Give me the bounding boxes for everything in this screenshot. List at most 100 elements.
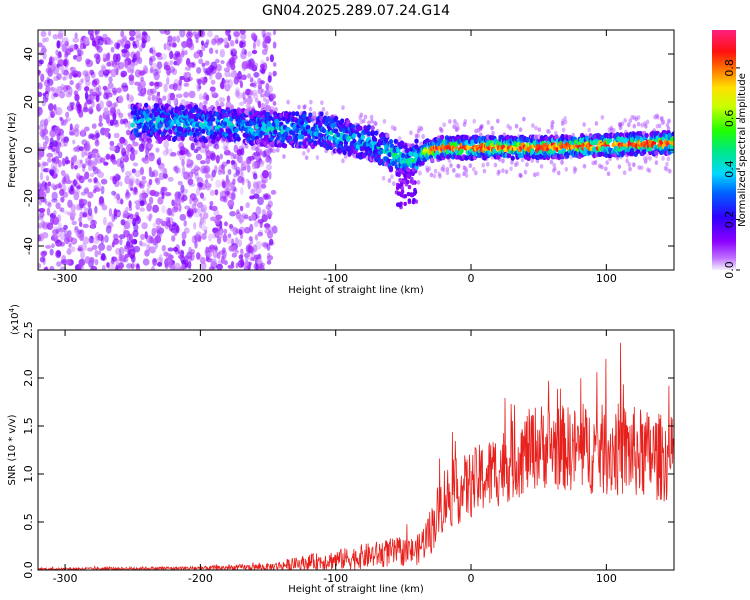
heatmap-cell xyxy=(61,37,69,44)
heatmap-cell xyxy=(196,207,203,213)
heatmap-cell xyxy=(205,67,213,76)
heatmap-cell xyxy=(449,163,453,168)
snr-multiplier-label: (x104) xyxy=(8,304,21,335)
heatmap-cell xyxy=(63,118,69,124)
heatmap-cell xyxy=(65,47,70,54)
heatmap-cell xyxy=(256,180,262,188)
heatmap-cell xyxy=(57,52,63,59)
heatmap-cell xyxy=(93,85,98,94)
heatmap-cell xyxy=(186,152,192,158)
heatmap-cell xyxy=(74,32,78,39)
heatmap-cell xyxy=(227,233,232,238)
heatmap-cell xyxy=(84,79,91,87)
heatmap-cell xyxy=(639,165,644,171)
heatmap-cell xyxy=(156,94,160,100)
heatmap-cell xyxy=(87,178,93,183)
heatmap-cell xyxy=(510,159,514,165)
heatmap-cell xyxy=(69,80,74,86)
heatmap-cell xyxy=(388,139,394,145)
x-tick-label: -100 xyxy=(323,272,348,285)
heatmap-cell xyxy=(74,188,80,196)
heatmap-cell xyxy=(118,246,125,256)
heatmap-cell xyxy=(247,180,251,190)
heatmap-cell xyxy=(191,235,197,244)
heatmap-cell xyxy=(248,236,253,242)
heatmap-cell xyxy=(49,169,55,175)
heatmap-cell xyxy=(627,162,632,167)
heatmap-cell xyxy=(273,30,277,36)
heatmap-cell xyxy=(40,30,47,38)
heatmap-cell xyxy=(374,130,379,136)
heatmap-cell xyxy=(59,241,65,247)
heatmap-cell xyxy=(95,95,99,101)
heatmap-cell xyxy=(149,81,155,87)
heatmap-cell xyxy=(51,191,58,201)
heatmap-cell xyxy=(372,120,377,126)
heatmap-cell xyxy=(167,176,174,182)
heatmap-cell xyxy=(433,168,438,174)
heatmap-cell xyxy=(57,151,63,159)
heatmap-cell xyxy=(183,91,189,98)
heatmap-cell xyxy=(531,123,535,128)
heatmap-cell xyxy=(209,86,216,92)
heatmap-cell xyxy=(91,100,95,108)
heatmap-cell xyxy=(547,129,551,135)
heatmap-cell xyxy=(51,62,57,69)
heatmap-cell xyxy=(255,240,262,250)
heatmap-cell xyxy=(211,38,217,45)
heatmap-cell xyxy=(208,47,214,55)
heatmap-cell xyxy=(463,166,468,172)
heatmap-cell xyxy=(39,256,46,263)
heatmap-cell xyxy=(97,36,104,46)
heatmap-cell xyxy=(78,216,82,223)
heatmap-cell xyxy=(186,158,191,165)
y-tick-label: 40 xyxy=(22,47,35,61)
heatmap-cell xyxy=(198,93,203,101)
heatmap-cell xyxy=(88,256,95,264)
heatmap-cell xyxy=(481,162,486,168)
heatmap-cell xyxy=(140,233,146,241)
heatmap-cell xyxy=(390,174,394,180)
heatmap-cell xyxy=(93,53,101,60)
heatmap-cell xyxy=(148,166,152,174)
heatmap-cell xyxy=(306,148,311,153)
heatmap-cell xyxy=(172,36,177,42)
heatmap-cell xyxy=(60,138,66,143)
heatmap-cell xyxy=(146,187,150,196)
heatmap-cell xyxy=(230,49,234,56)
heatmap-cell xyxy=(49,248,54,256)
heatmap-cell xyxy=(333,115,339,122)
heatmap-cell xyxy=(439,134,445,140)
heatmap-cell xyxy=(661,155,665,161)
heatmap-cell xyxy=(62,76,67,81)
colorbar-tick-label: 0.2 xyxy=(723,211,736,229)
heatmap-cell xyxy=(253,220,259,228)
heatmap-cell xyxy=(655,114,660,120)
heatmap-cell xyxy=(647,168,652,174)
heatmap-cell xyxy=(272,101,277,106)
heatmap-cell xyxy=(141,175,146,181)
heatmap-cell xyxy=(150,88,157,94)
heatmap-cell xyxy=(111,256,118,262)
heatmap-cell xyxy=(148,57,153,66)
heatmap-cell xyxy=(63,70,70,80)
heatmap-cell xyxy=(139,45,143,53)
heatmap-cell xyxy=(140,76,144,82)
heatmap-cell xyxy=(339,118,345,124)
heatmap-cell xyxy=(240,187,244,196)
heatmap-cell xyxy=(220,60,225,65)
heatmap-cell xyxy=(176,35,181,43)
heatmap-cell xyxy=(101,65,107,72)
heatmap-cell xyxy=(134,81,140,86)
heatmap-cell xyxy=(98,242,106,251)
heatmap-cell xyxy=(212,143,216,149)
heatmap-cell xyxy=(71,210,77,218)
heatmap-cell xyxy=(175,93,183,99)
heatmap-cell xyxy=(53,226,60,232)
heatmap-cell xyxy=(165,190,169,197)
heatmap-cell xyxy=(80,250,85,260)
heatmap-cell xyxy=(468,163,473,169)
heatmap-cell xyxy=(180,197,185,203)
heatmap-cell xyxy=(252,173,258,180)
heatmap-cell xyxy=(78,175,85,184)
